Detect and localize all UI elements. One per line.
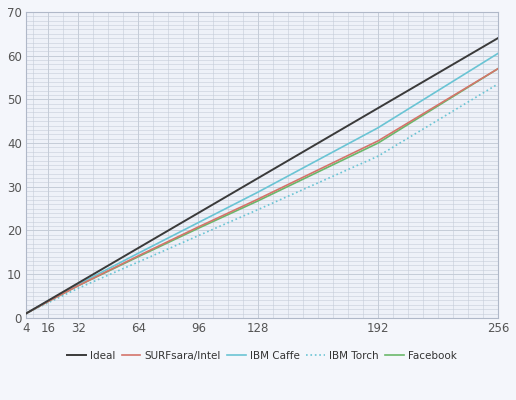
Ideal bbox=[195, 211, 201, 216]
SURFsara/Intel bbox=[45, 299, 52, 304]
Ideal bbox=[255, 176, 261, 180]
SURFsara/Intel bbox=[75, 283, 82, 288]
IBM Torch bbox=[135, 260, 141, 264]
Legend: Ideal, SURFsara/Intel, IBM Caffe, IBM Torch, Facebook: Ideal, SURFsara/Intel, IBM Caffe, IBM To… bbox=[63, 346, 461, 365]
IBM Torch bbox=[75, 286, 82, 290]
IBM Torch bbox=[23, 311, 29, 316]
IBM Caffe bbox=[23, 311, 29, 316]
IBM Torch bbox=[495, 82, 501, 86]
IBM Caffe bbox=[255, 190, 261, 194]
Facebook bbox=[135, 254, 141, 259]
Ideal bbox=[23, 311, 29, 316]
Facebook bbox=[495, 66, 501, 71]
IBM Caffe bbox=[135, 251, 141, 256]
Ideal bbox=[75, 280, 82, 285]
Facebook bbox=[375, 141, 381, 146]
SURFsara/Intel bbox=[375, 138, 381, 143]
SURFsara/Intel bbox=[23, 311, 29, 316]
IBM Caffe bbox=[495, 51, 501, 56]
Line: SURFsara/Intel: SURFsara/Intel bbox=[26, 69, 498, 314]
IBM Torch bbox=[375, 154, 381, 158]
Facebook bbox=[75, 283, 82, 288]
Facebook bbox=[195, 226, 201, 231]
SURFsara/Intel bbox=[495, 66, 501, 71]
IBM Caffe bbox=[195, 220, 201, 225]
IBM Caffe bbox=[375, 125, 381, 130]
Ideal bbox=[135, 246, 141, 250]
Facebook bbox=[45, 299, 52, 304]
Line: IBM Torch: IBM Torch bbox=[26, 84, 498, 314]
Facebook bbox=[255, 198, 261, 203]
SURFsara/Intel bbox=[255, 197, 261, 202]
Ideal bbox=[375, 106, 381, 110]
Line: Facebook: Facebook bbox=[26, 69, 498, 314]
IBM Torch bbox=[45, 300, 52, 305]
Ideal bbox=[495, 36, 501, 40]
Line: IBM Caffe: IBM Caffe bbox=[26, 54, 498, 314]
SURFsara/Intel bbox=[195, 224, 201, 229]
SURFsara/Intel bbox=[135, 254, 141, 258]
IBM Caffe bbox=[75, 282, 82, 287]
IBM Caffe bbox=[45, 298, 52, 303]
IBM Torch bbox=[255, 207, 261, 212]
Facebook bbox=[23, 311, 29, 316]
Line: Ideal: Ideal bbox=[26, 38, 498, 314]
IBM Torch bbox=[195, 233, 201, 238]
Ideal bbox=[45, 298, 52, 303]
